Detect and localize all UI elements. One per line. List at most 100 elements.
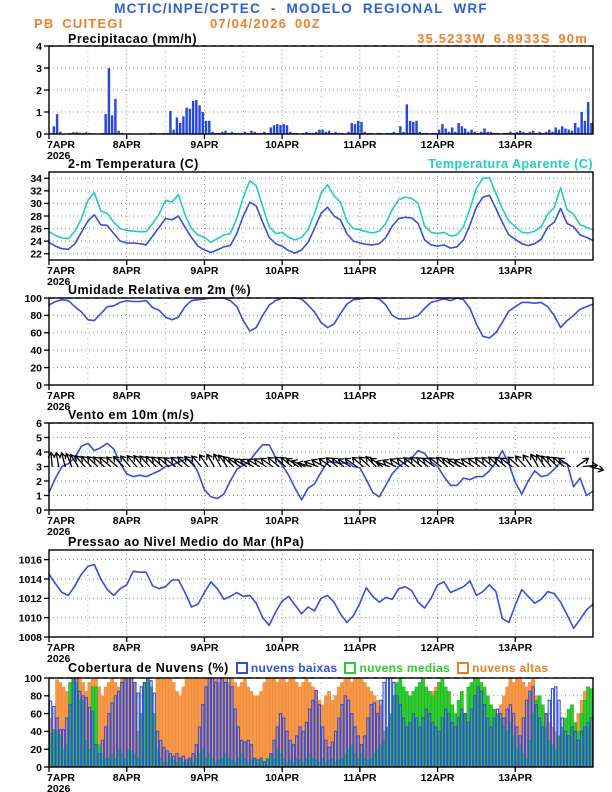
svg-text:10APR: 10APR xyxy=(265,265,299,277)
panel-title-precipitation: Precipitacao (mm/h) xyxy=(68,32,197,46)
svg-text:11APR: 11APR xyxy=(343,772,377,784)
svg-text:12APR: 12APR xyxy=(421,265,455,277)
svg-text:9APR: 9APR xyxy=(190,772,218,784)
svg-text:26: 26 xyxy=(30,223,42,235)
svg-text:1: 1 xyxy=(36,490,42,502)
high-clouds-swatch-icon xyxy=(457,662,470,674)
svg-text:7APR: 7APR xyxy=(47,265,75,277)
run-datetime-label: 07/04/2026 00Z xyxy=(210,16,321,31)
svg-text:9APR: 9APR xyxy=(190,515,218,527)
svg-text:10APR: 10APR xyxy=(265,139,299,151)
panel-title-temperature: 2-m Temperatura (C) xyxy=(68,157,199,171)
svg-text:40: 40 xyxy=(30,345,42,357)
svg-text:10APR: 10APR xyxy=(265,515,299,527)
svg-text:4: 4 xyxy=(36,41,42,53)
svg-text:1010: 1010 xyxy=(19,612,43,624)
svg-text:80: 80 xyxy=(30,691,42,703)
svg-text:9APR: 9APR xyxy=(190,390,218,402)
svg-text:1012: 1012 xyxy=(19,593,43,605)
svg-text:100: 100 xyxy=(24,673,42,685)
svg-text:8APR: 8APR xyxy=(113,642,141,654)
svg-text:34: 34 xyxy=(30,173,42,185)
svg-text:9APR: 9APR xyxy=(190,265,218,277)
legend-item-low-clouds: nuvens baixas xyxy=(235,661,338,675)
svg-text:5: 5 xyxy=(36,432,42,444)
svg-text:1016: 1016 xyxy=(19,554,43,566)
svg-text:2026: 2026 xyxy=(47,401,71,413)
svg-text:9APR: 9APR xyxy=(190,642,218,654)
svg-text:3: 3 xyxy=(36,461,42,473)
cloud-panel-header: Cobertura de Nuvens (%) nuvens baixas nu… xyxy=(68,661,548,675)
svg-text:9APR: 9APR xyxy=(190,139,218,151)
svg-text:100: 100 xyxy=(24,293,42,305)
svg-text:8APR: 8APR xyxy=(113,772,141,784)
svg-text:1008: 1008 xyxy=(19,632,43,644)
panel-title-wind: Vento em 10m (m/s) xyxy=(68,408,195,422)
svg-text:0: 0 xyxy=(36,505,42,517)
svg-text:13APR: 13APR xyxy=(498,772,532,784)
svg-text:13APR: 13APR xyxy=(498,265,532,277)
svg-text:0: 0 xyxy=(36,129,42,141)
svg-text:13APR: 13APR xyxy=(498,515,532,527)
station-label: PB CUITEGI xyxy=(34,16,124,31)
legend-label-low-clouds: nuvens baixas xyxy=(250,661,338,675)
svg-text:7APR: 7APR xyxy=(47,642,75,654)
low-clouds-swatch-icon xyxy=(235,662,248,674)
svg-text:7APR: 7APR xyxy=(47,772,75,784)
svg-text:7APR: 7APR xyxy=(47,390,75,402)
svg-text:8APR: 8APR xyxy=(113,139,141,151)
legend-label-high-clouds: nuvens altas xyxy=(472,661,549,675)
svg-text:60: 60 xyxy=(30,328,42,340)
svg-text:12APR: 12APR xyxy=(421,390,455,402)
mid-clouds-swatch-icon xyxy=(344,662,357,674)
svg-text:32: 32 xyxy=(30,186,42,198)
svg-text:20: 20 xyxy=(30,362,42,374)
svg-text:1014: 1014 xyxy=(19,574,43,586)
svg-text:12APR: 12APR xyxy=(421,772,455,784)
panel-title-apparent-temperature: Temperatura Aparente (C) xyxy=(428,157,593,171)
svg-text:8APR: 8APR xyxy=(113,390,141,402)
svg-text:80: 80 xyxy=(30,310,42,322)
svg-text:60: 60 xyxy=(30,708,42,720)
panel-title-humidity: Umidade Relativa em 2m (%) xyxy=(68,283,252,297)
svg-text:2026: 2026 xyxy=(47,653,71,665)
svg-text:11APR: 11APR xyxy=(343,642,377,654)
svg-text:24: 24 xyxy=(30,236,42,248)
svg-text:8APR: 8APR xyxy=(113,515,141,527)
svg-text:2026: 2026 xyxy=(47,783,71,792)
svg-text:20: 20 xyxy=(30,744,42,756)
svg-text:11APR: 11APR xyxy=(343,265,377,277)
svg-text:13APR: 13APR xyxy=(498,390,532,402)
svg-text:7APR: 7APR xyxy=(47,515,75,527)
legend-item-mid-clouds: nuvens medias xyxy=(344,661,450,675)
panel-title-pressure: Pressao ao Nivel Medio do Mar (hPa) xyxy=(68,535,305,549)
panel-title-clouds: Cobertura de Nuvens (%) xyxy=(68,661,229,675)
svg-text:4: 4 xyxy=(36,447,42,459)
svg-text:2026: 2026 xyxy=(47,276,71,288)
svg-text:0: 0 xyxy=(36,380,42,392)
svg-text:1: 1 xyxy=(36,107,42,119)
svg-text:22: 22 xyxy=(30,249,42,261)
svg-text:8APR: 8APR xyxy=(113,265,141,277)
svg-text:11APR: 11APR xyxy=(343,139,377,151)
svg-text:0: 0 xyxy=(36,762,42,774)
svg-text:11APR: 11APR xyxy=(343,390,377,402)
svg-text:6: 6 xyxy=(36,418,42,430)
svg-text:10APR: 10APR xyxy=(265,642,299,654)
svg-text:13APR: 13APR xyxy=(498,139,532,151)
svg-text:2026: 2026 xyxy=(47,526,71,538)
svg-text:11APR: 11APR xyxy=(343,515,377,527)
svg-text:28: 28 xyxy=(30,211,42,223)
svg-text:30: 30 xyxy=(30,198,42,210)
svg-text:12APR: 12APR xyxy=(421,515,455,527)
svg-text:10APR: 10APR xyxy=(265,390,299,402)
svg-text:2: 2 xyxy=(36,476,42,488)
svg-text:12APR: 12APR xyxy=(421,139,455,151)
svg-text:40: 40 xyxy=(30,726,42,738)
location-label: 35.5233W 6.8933S 90m xyxy=(417,31,588,46)
svg-text:10APR: 10APR xyxy=(265,772,299,784)
legend-item-high-clouds: nuvens altas xyxy=(457,661,548,675)
page-title: MCTIC/INPE/CPTEC - MODELO REGIONAL WRF xyxy=(114,1,488,16)
